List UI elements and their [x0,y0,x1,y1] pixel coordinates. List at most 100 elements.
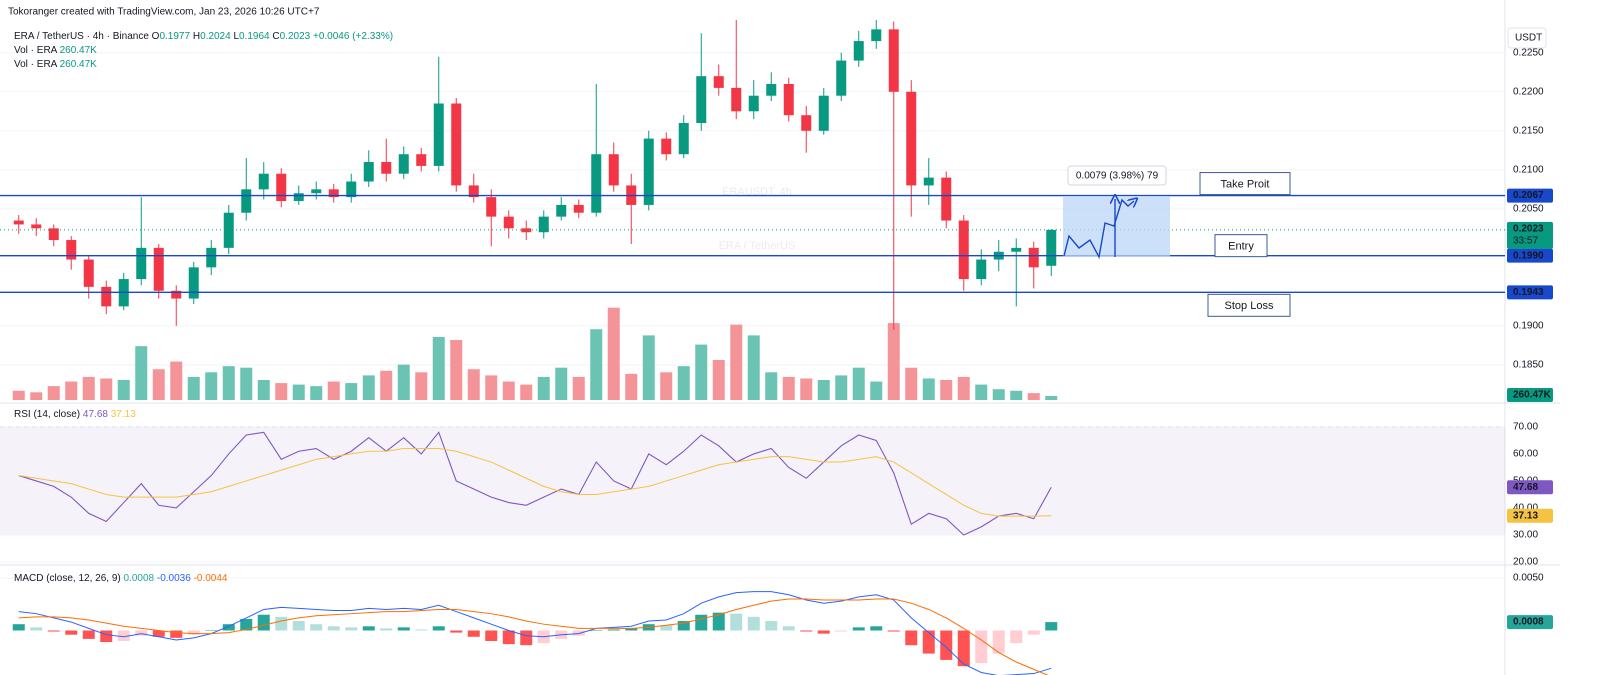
candle-body [136,247,147,280]
macd-histogram-bar [275,616,288,631]
macd-legend: MACD (close, 12, 26, 9) 0.0008 -0.0036 -… [14,573,228,584]
level-annotation-box [1214,234,1268,258]
volume-bar [695,344,708,400]
macd-histogram-bar [870,626,883,631]
macd-histogram-bar [432,626,445,631]
ohlc-key: L [233,31,239,42]
volume-value: 260.47K [60,45,98,56]
macd-histogram-bar [695,614,708,631]
candle-body [661,138,672,155]
macd-histogram-bar [222,624,235,631]
volume-bar [782,376,795,400]
ohlc-value: 0.1964 [239,31,270,42]
symbol-title: ERA / TetherUS · 4h · Binance [14,31,149,42]
volume-bar [905,367,918,400]
y-tick-label: 0.2250 [1513,47,1544,58]
volume-name: Vol · ERA [14,45,58,56]
macd-histogram-bar [117,630,130,641]
macd-histogram-bar [485,630,498,641]
candle-body [363,162,374,182]
volume-bar [275,383,288,400]
y-tick-label: 0.2100 [1513,164,1544,175]
volume-bar [555,367,568,400]
volume-bar [65,381,78,400]
macd-histogram-bar [1027,630,1040,635]
rsi-legend: RSI (14, close) 47.68 37.13 [14,409,136,420]
volume-bar [572,376,585,400]
volume-bar [380,370,393,400]
y-tick-label: 0.1850 [1513,360,1544,371]
macd-histogram-bar [502,630,515,645]
volume-bar [467,369,480,400]
candle-body [643,138,654,205]
volume-bar [502,381,515,400]
legend-item: 47.68 [83,409,108,420]
volume-bar [222,366,235,400]
candle-body [853,41,864,61]
volume-legend: Vol · ERA 260.47K [14,59,97,70]
macd-histogram-bar [310,624,323,631]
volume-bar [327,381,340,400]
candle-body [573,204,584,213]
volume-bar [117,380,130,400]
volume-bar [397,364,410,400]
candle-body [783,83,794,116]
volume-bar [940,380,953,400]
macd-histogram-bar [397,627,410,631]
volume-bar [362,375,375,400]
candle-body [556,204,567,217]
candle-body [608,154,619,186]
candle-body [748,95,759,112]
ohlc-value: 0.1977 [159,31,190,42]
legend-item: 0.0008 [124,573,155,584]
candle-body [381,162,392,174]
measure-tool: 0.0079 (3.98%) 79 [1063,165,1170,260]
countdown-label: 33:57 [1513,236,1538,247]
macd-histogram-bar [415,629,428,631]
macd-histogram-bar [765,621,778,631]
macd-histogram-bar [47,630,60,632]
volume-bar [677,366,690,400]
macd-histogram-bar [957,630,970,667]
macd-histogram-bar [292,621,305,631]
volume-name: Vol · ERA [14,59,58,70]
volume-bar [992,389,1005,400]
rsi-value-label: 47.68 [1513,482,1538,493]
y-tick-label: 0.2050 [1513,203,1544,214]
volume-bar [1010,390,1023,400]
macd-histogram-bar [975,630,988,664]
y-tick-label: 40.00 [1513,503,1538,514]
macd-histogram-bar [800,630,813,632]
candle-body [818,95,829,131]
rsi-pane [0,426,1505,563]
volume-bar [537,376,550,400]
legend-item: RSI (14, close) [14,409,80,420]
level-annotation: Entry [1228,241,1254,253]
candle-body [958,220,969,280]
macd-pane [0,577,1505,675]
candle-body [433,103,444,166]
volume-label: 260.47K [1513,390,1552,401]
volume-legend: Vol · ERA 260.47K [14,45,97,56]
macd-histogram-bar [817,630,830,634]
level-price-label-box [1507,285,1553,300]
volume-bar [712,360,725,400]
volume-bar [345,383,358,400]
candle-body [311,189,322,194]
candle-body [258,173,269,190]
volume-bar [30,392,43,400]
level-annotation-box [1199,172,1291,196]
y-tick-label: 0.1900 [1513,321,1544,332]
macd-histogram-bar [940,630,953,660]
volume-bar [520,384,533,400]
volume-bar [835,375,848,400]
macd-histogram-bar [572,630,585,636]
measure-label-box [1067,165,1167,186]
macd-histogram-bar [362,626,375,631]
volume-bar [747,335,760,400]
macd-histogram-bar [730,613,743,631]
volume-bar [152,369,165,400]
volume-bar [852,367,865,400]
